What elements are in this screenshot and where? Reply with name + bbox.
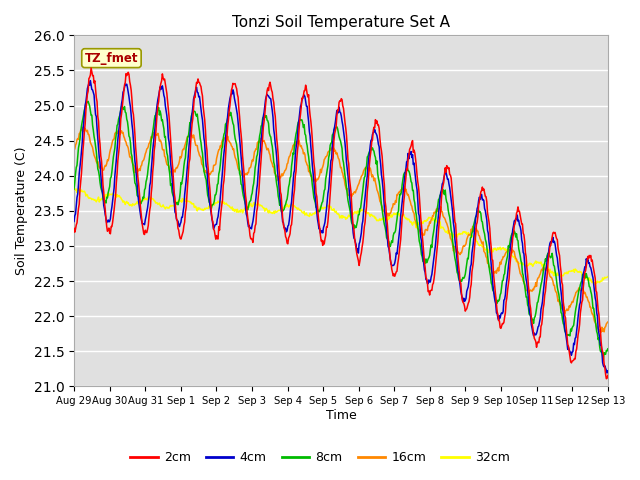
- 4cm: [406, 151, 414, 157]
- 4cm: [136, 204, 143, 210]
- 8cm: [604, 346, 612, 352]
- 2cm: [80, 139, 88, 144]
- 8cm: [422, 256, 430, 262]
- 4cm: [218, 179, 226, 184]
- 4cm: [422, 276, 430, 282]
- 16cm: [78, 124, 86, 130]
- 16cm: [218, 140, 226, 145]
- 16cm: [136, 166, 143, 171]
- 32cm: [406, 218, 413, 224]
- Y-axis label: Soil Temperature (C): Soil Temperature (C): [15, 146, 28, 275]
- 4cm: [80, 121, 88, 127]
- Title: Tonzi Soil Temperature Set A: Tonzi Soil Temperature Set A: [232, 15, 450, 30]
- Line: 8cm: 8cm: [74, 101, 608, 360]
- Line: 32cm: 32cm: [74, 188, 608, 285]
- 2cm: [406, 145, 414, 151]
- 8cm: [70, 186, 78, 192]
- 32cm: [70, 185, 78, 191]
- 2cm: [136, 190, 143, 196]
- 32cm: [135, 201, 143, 207]
- 32cm: [217, 199, 225, 205]
- 2cm: [602, 376, 610, 382]
- Text: TZ_fmet: TZ_fmet: [84, 52, 138, 65]
- 8cm: [80, 111, 88, 117]
- 16cm: [189, 132, 197, 138]
- 4cm: [86, 78, 94, 84]
- 4cm: [189, 96, 197, 102]
- 32cm: [189, 201, 196, 206]
- 4cm: [604, 368, 612, 374]
- 2cm: [70, 226, 78, 231]
- 32cm: [80, 189, 88, 194]
- 8cm: [218, 146, 226, 152]
- 8cm: [84, 98, 92, 104]
- 16cm: [81, 126, 88, 132]
- Legend: 2cm, 4cm, 8cm, 16cm, 32cm: 2cm, 4cm, 8cm, 16cm, 32cm: [125, 446, 515, 469]
- 16cm: [422, 227, 430, 232]
- 16cm: [406, 199, 414, 204]
- 8cm: [406, 174, 414, 180]
- 8cm: [189, 108, 197, 114]
- 4cm: [70, 218, 78, 224]
- 16cm: [604, 319, 612, 325]
- 16cm: [70, 147, 78, 153]
- 2cm: [189, 105, 197, 110]
- Line: 4cm: 4cm: [74, 81, 608, 373]
- 32cm: [591, 282, 599, 288]
- 2cm: [604, 372, 612, 378]
- 8cm: [600, 357, 607, 362]
- 32cm: [604, 274, 612, 279]
- 4cm: [604, 370, 611, 376]
- 2cm: [87, 65, 95, 71]
- 16cm: [597, 329, 605, 335]
- 8cm: [136, 198, 143, 204]
- 2cm: [422, 275, 430, 280]
- Line: 16cm: 16cm: [74, 127, 608, 332]
- 32cm: [421, 218, 429, 224]
- 2cm: [218, 202, 226, 208]
- Line: 2cm: 2cm: [74, 68, 608, 379]
- X-axis label: Time: Time: [326, 409, 356, 422]
